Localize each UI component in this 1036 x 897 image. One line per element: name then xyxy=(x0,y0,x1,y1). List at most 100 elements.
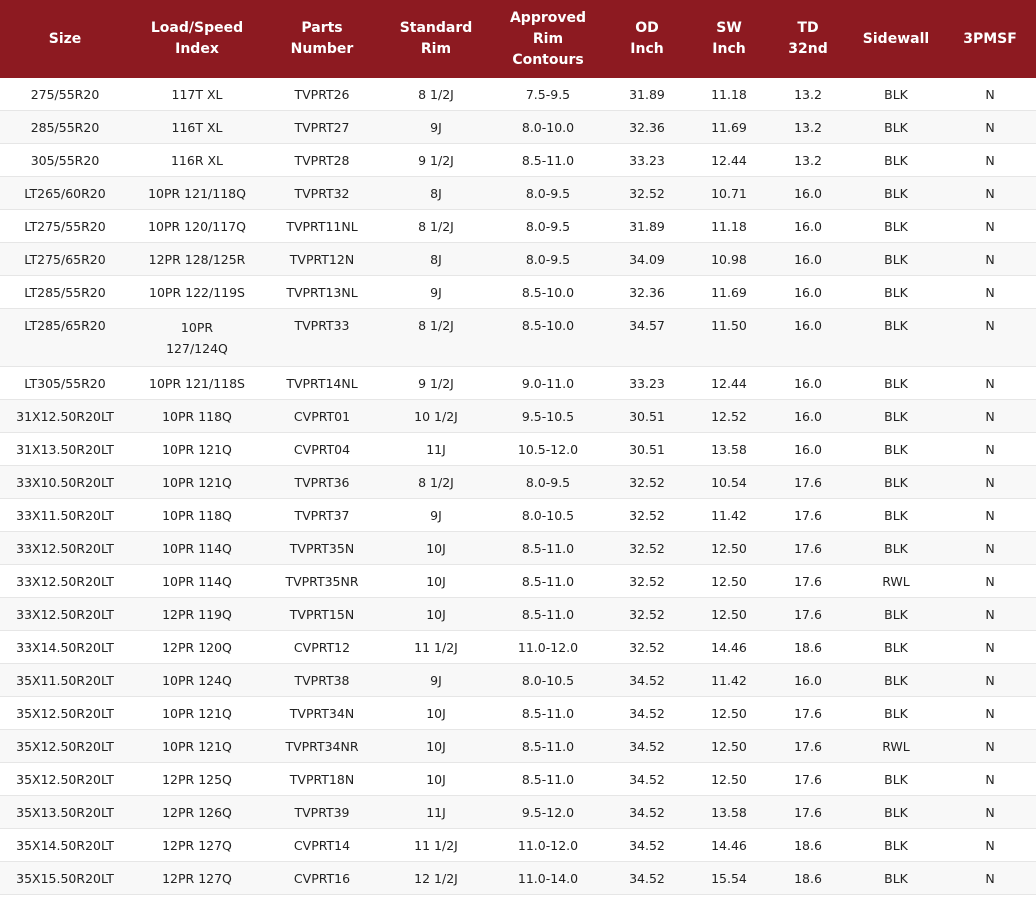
table-cell: 12.50 xyxy=(690,531,768,565)
table-cell: TVPRT35NR xyxy=(264,564,380,598)
table-cell: 11J xyxy=(380,795,492,829)
table-cell: CVPRT16 xyxy=(264,861,380,895)
table-cell: 34.52 xyxy=(604,729,690,763)
table-cell: TVPRT27 xyxy=(264,110,380,144)
table-cell: 116R XL xyxy=(130,143,264,177)
table-cell: N xyxy=(944,432,1036,466)
table-cell: 8.5-11.0 xyxy=(492,564,604,598)
table-cell: 305/55R20 xyxy=(0,143,130,177)
table-cell: 12.50 xyxy=(690,564,768,598)
table-row: LT265/60R20 10PR 121/118Q TVPRT32 8J 8.0-9.5… xyxy=(0,176,1036,210)
table-cell: TVPRT13NL xyxy=(264,275,380,309)
table-cell: BLK xyxy=(848,143,944,177)
cell-line: Rim xyxy=(532,30,564,47)
table-cell: 10J xyxy=(380,696,492,730)
table-cell: 10.54 xyxy=(690,465,768,499)
table-cell: TVPRT26 xyxy=(264,78,380,111)
table-cell: 8.0-10.0 xyxy=(492,110,604,144)
table-cell: 32.52 xyxy=(604,498,690,532)
table-cell: 31X12.50R20LT xyxy=(0,399,130,433)
table-cell: 10J xyxy=(380,597,492,631)
table-cell: 8.5-11.0 xyxy=(492,143,604,177)
table-cell: N xyxy=(944,696,1036,730)
table-row: 285/55R20 116T XL TVPRT27 9J 8.0-10.0 32.36 11… xyxy=(0,110,1036,144)
table-cell: 10PR 120/117Q xyxy=(130,209,264,243)
table-row: 35X12.50R20LT 10PR 121Q TVPRT34NR 10J 8.5-11… xyxy=(0,729,1036,763)
table-cell: 33X12.50R20LT xyxy=(0,564,130,598)
table-cell: 33X14.50R20LT xyxy=(0,630,130,664)
table-cell: LT285/55R20 xyxy=(0,275,130,309)
table-cell: 8.5-11.0 xyxy=(492,531,604,565)
table-cell: 8.0-9.5 xyxy=(492,209,604,243)
table-cell: TVPRT34NR xyxy=(264,729,380,763)
table-row: LT275/65R20 12PR 128/125R TVPRT12N 8J 8.0-9.… xyxy=(0,242,1036,276)
table-cell: 8 1/2J xyxy=(380,78,492,111)
table-cell: 32.52 xyxy=(604,564,690,598)
table-cell: 11.18 xyxy=(690,78,768,111)
table-cell: 10PR 121Q xyxy=(130,465,264,499)
table-cell: 8.0-10.5 xyxy=(492,498,604,532)
table-cell: 17.6 xyxy=(768,465,848,499)
table-cell: BLK xyxy=(848,465,944,499)
table-cell: 11.0-14.0 xyxy=(492,861,604,895)
table-cell: 33X12.50R20LT xyxy=(0,531,130,565)
table-cell: 33X11.50R20LT xyxy=(0,498,130,532)
table-row: 35X12.50R20LT 10PR 121Q TVPRT34N 10J 8.5-11.… xyxy=(0,696,1036,730)
table-cell: 10.5-12.0 xyxy=(492,432,604,466)
table-row: LT275/55R20 10PR 120/117Q TVPRT11NL 8 1/2J 8… xyxy=(0,209,1036,243)
table-cell: CVPRT14 xyxy=(264,828,380,862)
table-cell: 10.71 xyxy=(690,176,768,210)
table-cell: TVPRT32 xyxy=(264,176,380,210)
table-cell: 34.52 xyxy=(604,663,690,697)
table-cell: 30.51 xyxy=(604,432,690,466)
table-cell: 12PR 128/125R xyxy=(130,242,264,276)
table-cell: 33.23 xyxy=(604,143,690,177)
table-cell: N xyxy=(944,861,1036,895)
table-cell: 8.0-9.5 xyxy=(492,176,604,210)
table-cell: N xyxy=(944,498,1036,532)
table-cell: 34.09 xyxy=(604,242,690,276)
table-cell: N xyxy=(944,762,1036,796)
table-row: 275/55R20 117T XL TVPRT26 8 1/2J 7.5-9.5 31.8… xyxy=(0,78,1036,111)
table-cell: 9J xyxy=(380,663,492,697)
table-cell: 8.5-11.0 xyxy=(492,696,604,730)
table-cell: N xyxy=(944,597,1036,631)
table-cell: 117T XL xyxy=(130,78,264,111)
table-cell: 9.5-12.0 xyxy=(492,795,604,829)
table-cell: 16.0 xyxy=(768,399,848,433)
table-cell: TVPRT18N xyxy=(264,762,380,796)
table-cell: 12.50 xyxy=(690,597,768,631)
table-cell: 10J xyxy=(380,564,492,598)
table-cell: BLK xyxy=(848,209,944,243)
table-cell: N xyxy=(944,729,1036,763)
table-cell: BLK xyxy=(848,531,944,565)
table-cell: 34.52 xyxy=(604,795,690,829)
table-cell: TVPRT15N xyxy=(264,597,380,631)
table-cell: 12PR 125Q xyxy=(130,762,264,796)
table-cell: N xyxy=(944,209,1036,243)
column-header: Standard Rim xyxy=(380,0,492,78)
cell-line: Load/Speed xyxy=(150,20,244,36)
table-cell: BLK xyxy=(848,762,944,796)
table-cell: BLK xyxy=(848,432,944,466)
table-cell: 18.6 xyxy=(768,828,848,862)
table-cell: 12.52 xyxy=(690,399,768,433)
table-cell: N xyxy=(944,531,1036,565)
table-row: 35X13.50R20LT 12PR 126Q TVPRT39 11J 9.5-12.0… xyxy=(0,795,1036,829)
table-cell: TVPRT12N xyxy=(264,242,380,276)
table-cell: 10PR 118Q xyxy=(130,498,264,532)
table-cell: 9 1/2J xyxy=(380,366,492,400)
table-cell: 35X14.50R20LT xyxy=(0,828,130,862)
table-cell: CVPRT01 xyxy=(264,399,380,433)
table-cell: 10PR 118Q xyxy=(130,399,264,433)
table-cell: 10PR 121/118S xyxy=(130,366,264,400)
table-cell: 32.36 xyxy=(604,110,690,144)
table-cell: BLK xyxy=(848,663,944,697)
table-cell: 12PR 126Q xyxy=(130,795,264,829)
table-cell: BLK xyxy=(848,366,944,400)
cell-line: Size xyxy=(48,30,82,47)
table-cell: 10PR 127/124Q xyxy=(130,308,264,367)
cell-line: 127/124Q xyxy=(166,341,228,356)
table-cell: 35X12.50R20LT xyxy=(0,696,130,730)
table-row: 305/55R20 116R XL TVPRT28 9 1/2J 8.5-11.0 33.… xyxy=(0,143,1036,177)
